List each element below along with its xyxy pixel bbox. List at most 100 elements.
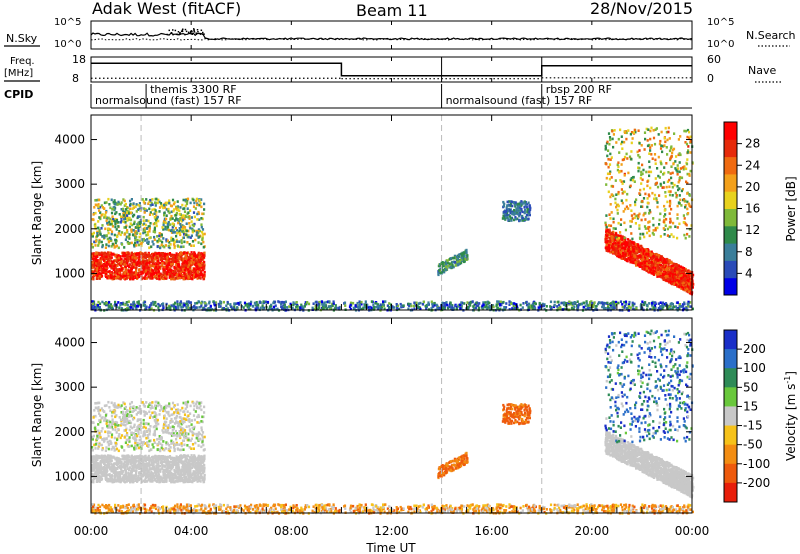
power-echo-cell (115, 244, 119, 248)
power-echo-cell (139, 259, 142, 262)
power-echo-cell (96, 226, 99, 230)
power-echo-cell (102, 268, 105, 271)
power-echo-cell (138, 274, 141, 277)
power-echo-cell (125, 235, 129, 239)
power-echo-cell (134, 205, 137, 209)
power-echo-cell (174, 270, 177, 273)
power-echo-cell (202, 212, 205, 216)
power-echo-cell (658, 266, 661, 270)
power-echo-cell (146, 266, 149, 270)
power-echo-cell (142, 219, 145, 222)
power-echo-cell (517, 212, 520, 216)
power-echo-cell (121, 267, 124, 270)
power-echo-cell (496, 306, 499, 310)
power-echo-cell (445, 303, 448, 306)
power-echo-cell (115, 219, 119, 222)
power-echo-cell (114, 238, 118, 242)
power-echo-cell (123, 257, 126, 261)
power-echo-cell (125, 254, 128, 257)
power-echo-cell (103, 216, 106, 219)
power-echo-cell (197, 272, 200, 276)
power-echo-cell (656, 261, 659, 265)
power-echo-cell (152, 303, 155, 306)
power-echo-cell (146, 231, 149, 234)
power-echo-cell (185, 276, 188, 280)
power-echo-cell (649, 255, 652, 258)
power-echo-cell (194, 275, 197, 279)
power-echo-cell (121, 251, 124, 255)
power-echo-cell (105, 303, 108, 307)
power-echo-cell (657, 268, 660, 271)
power-echo-cell (169, 271, 172, 275)
power-echo-cell (657, 306, 660, 310)
power-echo-cell (112, 207, 115, 211)
power-echo-cell (262, 300, 265, 303)
power-echo-cell (456, 257, 459, 261)
power-echo-cell (516, 206, 519, 210)
power-echo-cell (164, 221, 167, 225)
power-echo-cell (424, 304, 427, 308)
power-echo-cell (108, 203, 111, 206)
power-echo-cell (226, 307, 229, 310)
power-echo-cell (117, 273, 120, 276)
nsky-spike (193, 29, 195, 31)
power-echo-cell (102, 257, 105, 261)
power-echo-cell (129, 259, 132, 263)
power-echo-cell (504, 214, 507, 217)
power-echo-cell (474, 306, 478, 310)
power-echo-cell (689, 273, 692, 276)
power-echo-cell (505, 302, 508, 305)
power-echo-cell (316, 307, 319, 310)
power-echo-cell (97, 220, 100, 223)
power-echo-cell (164, 272, 167, 275)
power-echo-cell (481, 306, 484, 310)
power-echo-cell (443, 307, 447, 310)
power-echo-cell (255, 306, 259, 310)
power-echo-cell (151, 300, 154, 304)
power-echo-cell (201, 217, 204, 221)
power-echo-cell (166, 254, 169, 258)
power-echo-cell (91, 232, 94, 236)
power-echo-cell (687, 300, 690, 304)
power-echo-cell (161, 277, 165, 280)
power-echo-cell (111, 277, 114, 281)
power-echo-cell (191, 253, 194, 256)
nsky-spike (180, 30, 183, 33)
power-echo-cell (92, 271, 95, 274)
power-echo-cell (113, 275, 116, 278)
power-echo-cell (441, 261, 444, 264)
power-echo-cell (107, 197, 110, 201)
power-echo-cell (198, 264, 202, 267)
power-echo-cell (130, 241, 133, 245)
power-echo-cell (107, 227, 110, 230)
power-echo-cell (143, 300, 147, 304)
power-echo-cell (163, 265, 166, 269)
power-echo-cell (136, 231, 139, 235)
power-echo-cell (369, 305, 372, 309)
power-echo-cell (402, 304, 405, 307)
power-echo-cell (528, 302, 531, 306)
power-echo-cell (612, 306, 615, 309)
power-echo-cell (662, 274, 665, 278)
power-echo-cell (104, 213, 107, 217)
power-echo-cell (111, 225, 114, 228)
power-echo-cell (460, 304, 463, 307)
power-echo-cell (155, 261, 158, 265)
power-echo-cell (169, 217, 172, 221)
power-echo-cell (386, 304, 389, 307)
power-echo-cell (645, 304, 649, 307)
power-echo-cell (129, 256, 132, 259)
power-echo-cell (195, 268, 198, 272)
power-echo-cell (152, 258, 155, 262)
power-echo-cell (161, 254, 164, 257)
power-echo-cell (193, 273, 196, 276)
power-echo-cell (198, 255, 201, 258)
power-echo-cell (187, 275, 190, 278)
power-echo-cell (626, 251, 629, 254)
power-echo-cell (150, 307, 153, 310)
power-echo-cell (453, 254, 456, 258)
power-echo-cell (528, 210, 531, 214)
power-echo-cell (138, 264, 141, 267)
power-echo-cell (285, 306, 288, 309)
power-echo-cell (177, 306, 180, 310)
